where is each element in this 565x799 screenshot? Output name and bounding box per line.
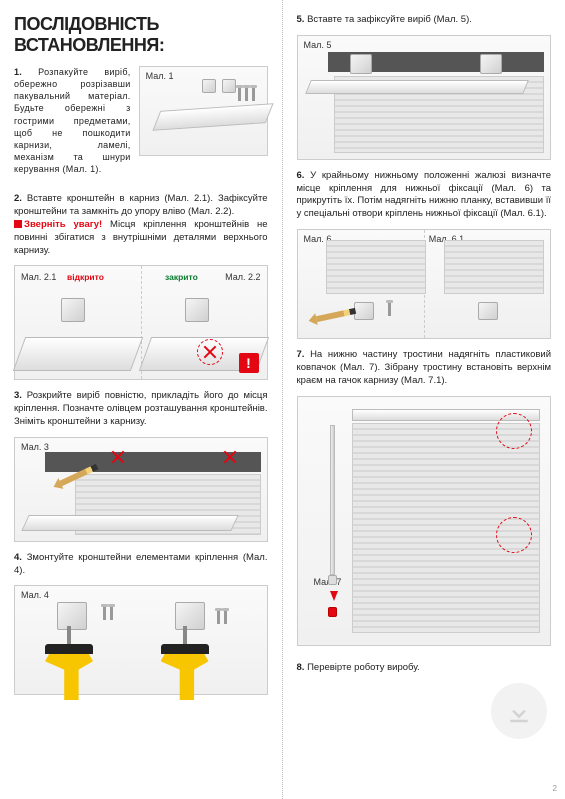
step1-block: 1. Розпакуйте виріб, обережно розрізавши… bbox=[14, 66, 268, 183]
x-mark-icon bbox=[111, 450, 125, 464]
step6-text: 6. У крайньому нижньому положенні жалюзі… bbox=[297, 170, 552, 221]
closed-label: закрито bbox=[165, 272, 198, 282]
page-number: 2 bbox=[553, 784, 557, 793]
figure-7: Мал. 7 Мал. 7.1 bbox=[297, 396, 552, 646]
drill-icon bbox=[45, 644, 93, 700]
x-mark-icon bbox=[223, 450, 237, 464]
figure-2: Мал. 2.1 відкрито закрито Мал. 2.2 ! bbox=[14, 265, 268, 380]
step3-text: 3. Розкрийте виріб повністю, прикладіть … bbox=[14, 390, 268, 428]
figure-5-label: Мал. 5 bbox=[304, 40, 332, 50]
step8-text: 8. Перевірте роботу виробу. bbox=[297, 662, 552, 675]
step1-text: 1. Розпакуйте виріб, обережно розрізавши… bbox=[14, 66, 131, 175]
step2-text: 2. Вставте кронштейн в карниз (Мал. 2.1)… bbox=[14, 193, 268, 257]
figure-3-label: Мал. 3 bbox=[21, 442, 49, 452]
figure-1-label: Мал. 1 bbox=[146, 71, 174, 81]
step4-text: 4. Змонтуйте кронштейни елементами кріпл… bbox=[14, 552, 268, 578]
figure-3: Мал. 3 bbox=[14, 437, 268, 542]
figure-5: Мал. 5 bbox=[297, 35, 552, 160]
alert-icon: ! bbox=[239, 353, 259, 373]
left-column: ПОСЛІДОВНІСТЬ ВСТАНОВЛЕННЯ: 1. Розпакуйт… bbox=[0, 0, 283, 799]
open-label: відкрито bbox=[67, 272, 104, 282]
page-title: ПОСЛІДОВНІСТЬ ВСТАНОВЛЕННЯ: bbox=[14, 14, 268, 56]
figure-2-1-label: Мал. 2.1 bbox=[21, 272, 56, 282]
x-mark-icon bbox=[203, 345, 217, 359]
figure-4: Мал. 4 bbox=[14, 585, 268, 695]
right-column: 5. Вставте та зафіксуйте виріб (Мал. 5).… bbox=[283, 0, 565, 799]
step7-text: 7. На нижню частину тростини надягніть п… bbox=[297, 349, 552, 387]
figure-2-2-label: Мал. 2.2 bbox=[225, 272, 260, 282]
arrow-down-icon bbox=[330, 591, 338, 601]
figure-6: Мал. 6 Мал. 6.1 bbox=[297, 229, 552, 339]
warning-icon bbox=[14, 220, 22, 228]
drill-icon bbox=[161, 644, 209, 700]
watermark-icon bbox=[491, 683, 547, 739]
step5-text: 5. Вставте та зафіксуйте виріб (Мал. 5). bbox=[297, 14, 552, 27]
pencil-icon bbox=[315, 308, 355, 322]
figure-4-label: Мал. 4 bbox=[21, 590, 49, 600]
figure-1: Мал. 1 bbox=[139, 66, 268, 156]
